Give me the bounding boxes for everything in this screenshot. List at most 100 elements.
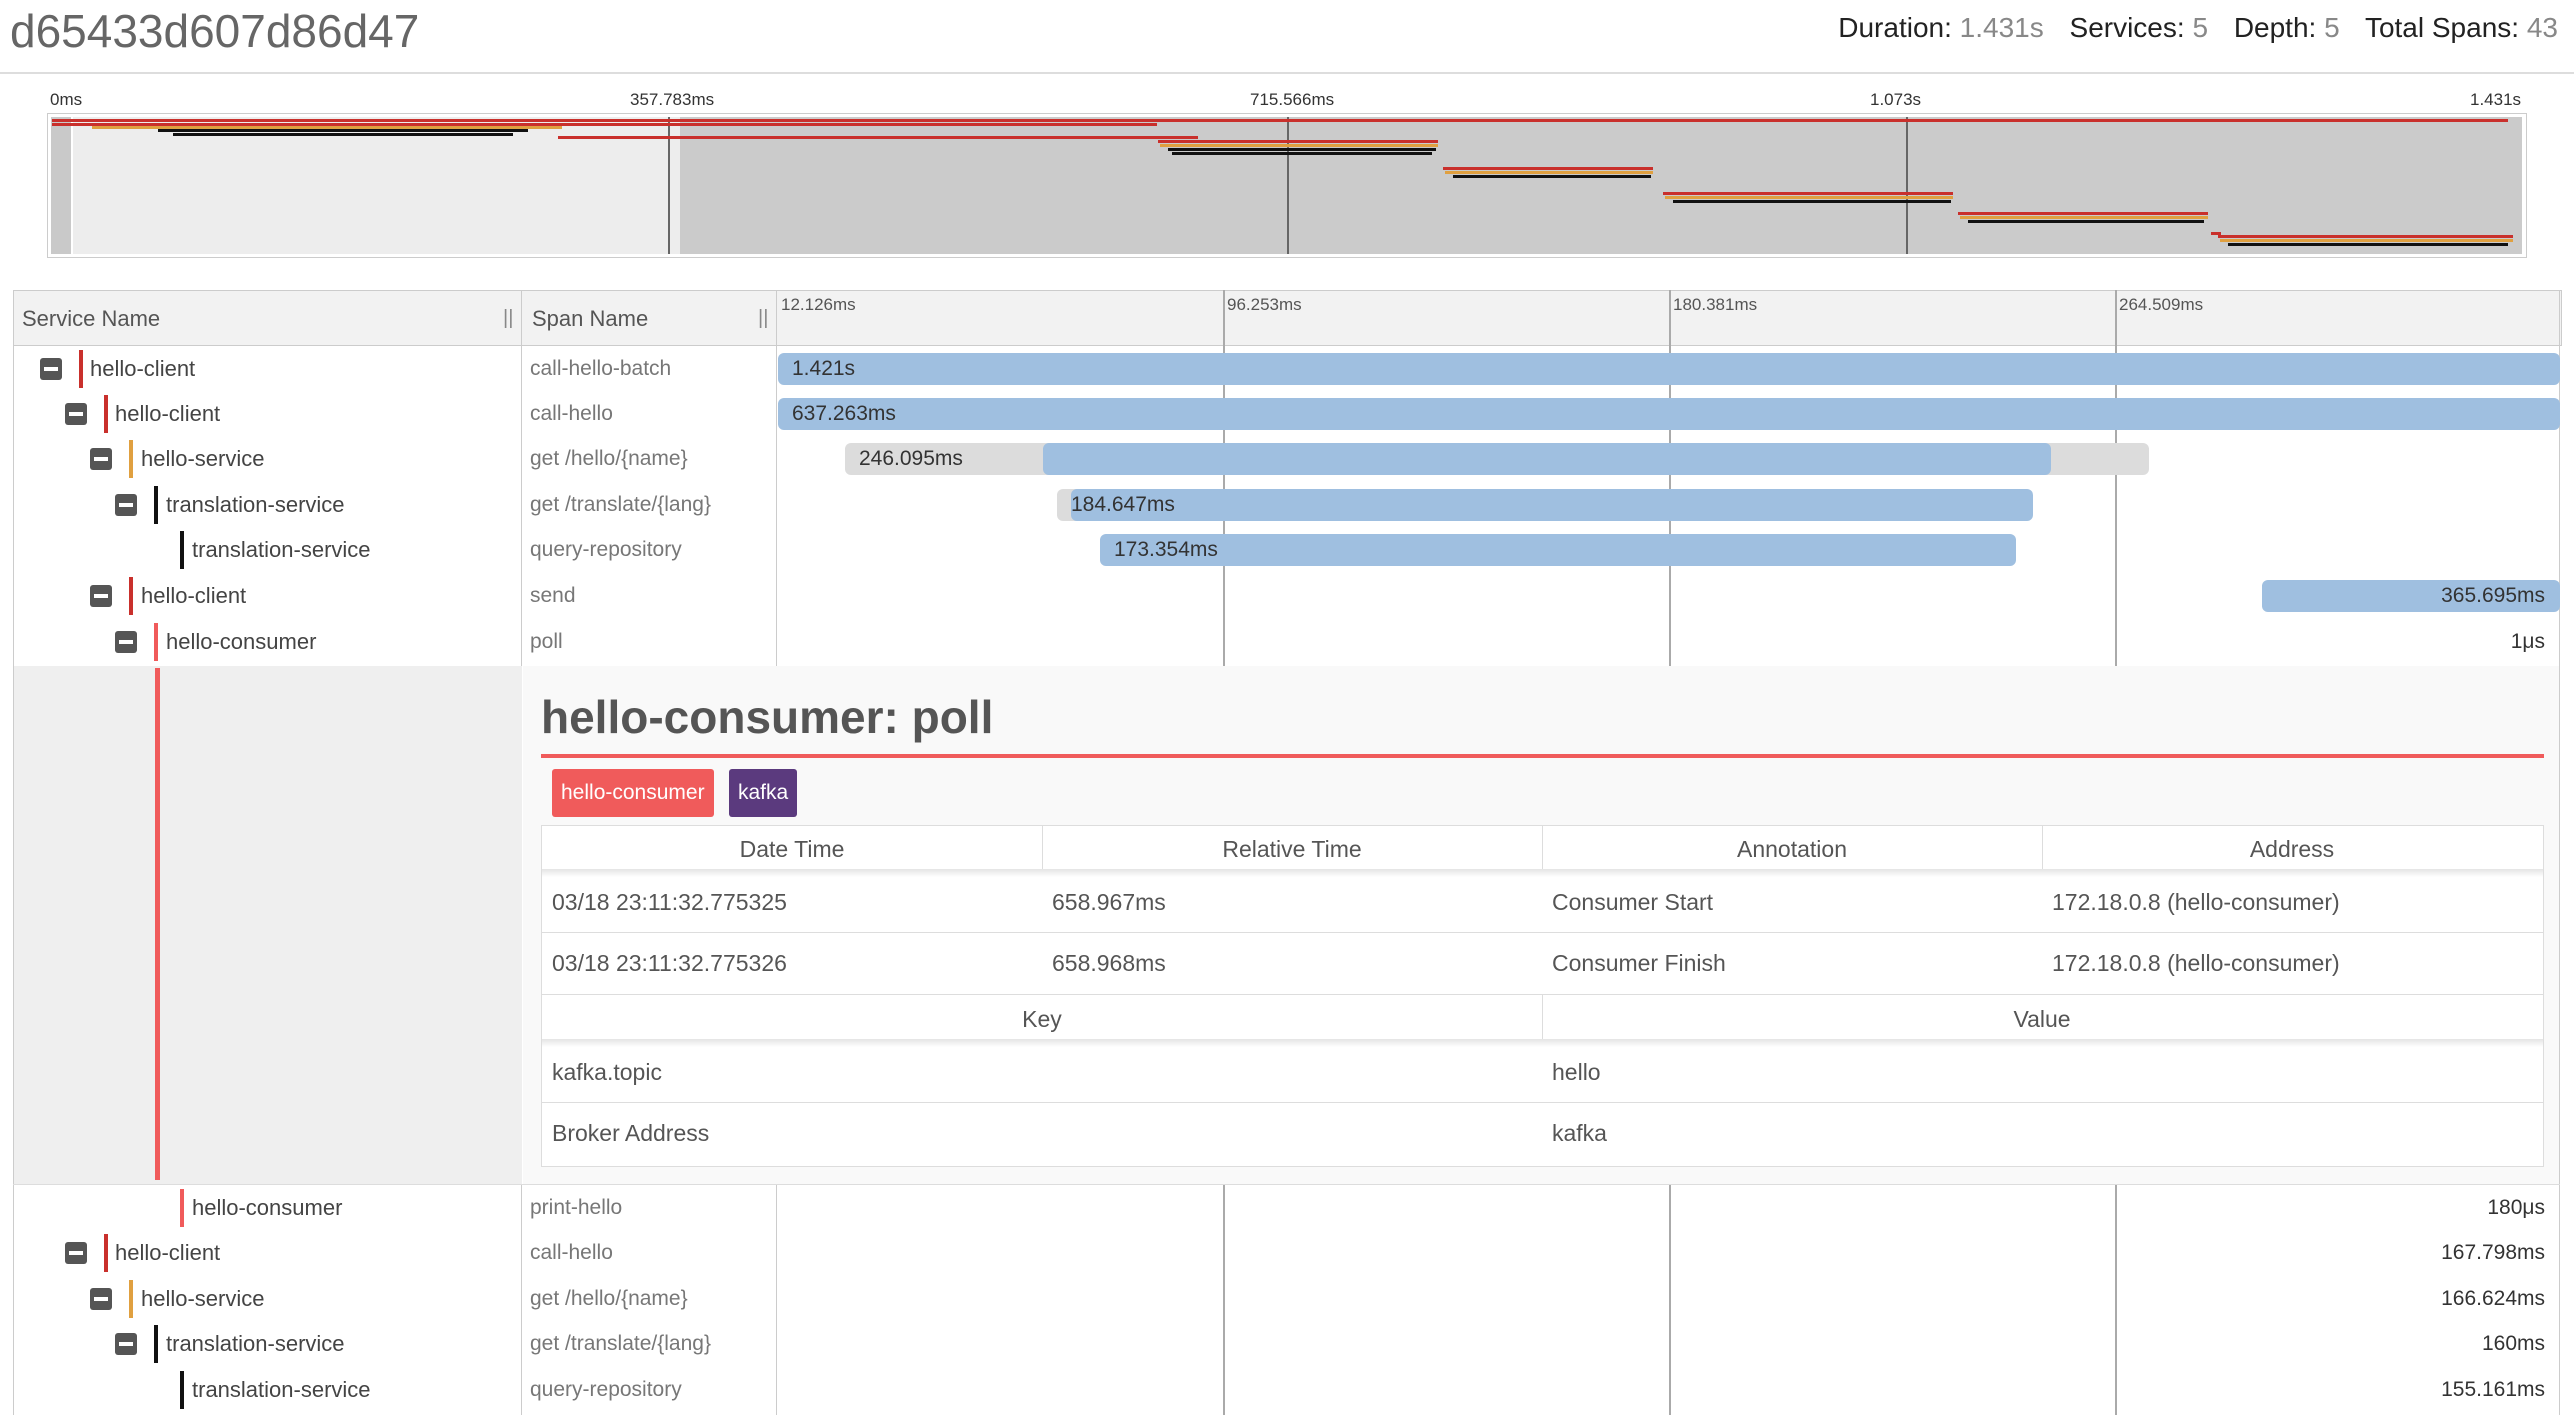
tag-key: kafka.topic bbox=[552, 1059, 662, 1085]
timeline-tick-label: 12.126ms bbox=[781, 295, 856, 314]
service-badge[interactable]: hello-consumer bbox=[552, 769, 714, 817]
span-duration: 167.798ms bbox=[2441, 1241, 2545, 1264]
span-row[interactable]: hello-service get /hello/{name} 246.095m… bbox=[13, 436, 2560, 481]
span-duration-bar[interactable] bbox=[1043, 443, 2051, 475]
collapse-toggle-icon[interactable] bbox=[90, 448, 112, 470]
column-divider bbox=[1042, 826, 1043, 869]
span-row[interactable]: translation-service get /translate/{lang… bbox=[13, 1321, 2560, 1366]
span-name: get /translate/{lang} bbox=[530, 1332, 711, 1355]
timeline-gridline bbox=[1223, 290, 1225, 666]
service-name: translation-service bbox=[166, 492, 345, 517]
span-name: get /translate/{lang} bbox=[530, 493, 711, 516]
collapse-toggle-icon[interactable] bbox=[90, 585, 112, 607]
span-row[interactable]: translation-service query-repository 173… bbox=[13, 527, 2560, 572]
span-row[interactable]: hello-service get /hello/{name} 166.624m… bbox=[13, 1276, 2560, 1321]
span-duration: 1μs bbox=[2510, 630, 2545, 653]
service-name: translation-service bbox=[192, 537, 371, 562]
collapse-toggle-icon[interactable] bbox=[115, 631, 137, 653]
collapse-toggle-icon[interactable] bbox=[65, 1242, 87, 1264]
service-name: hello-client bbox=[141, 583, 247, 608]
collapse-toggle-icon[interactable] bbox=[90, 1288, 112, 1310]
minimap-span bbox=[1443, 167, 1653, 170]
row-divider bbox=[542, 932, 2543, 933]
minimap-span bbox=[158, 129, 528, 132]
span-detail-title: hello-consumer: poll bbox=[541, 691, 994, 743]
service-color-bar bbox=[154, 1325, 158, 1363]
column-divider bbox=[1542, 995, 1543, 1039]
service-color-bar bbox=[129, 1280, 133, 1318]
service-name: hello-service bbox=[141, 446, 265, 471]
span-duration: 166.624ms bbox=[2441, 1287, 2545, 1310]
service-color-line bbox=[155, 668, 160, 1180]
span-duration-bar[interactable] bbox=[1100, 534, 2016, 566]
annotation-address: 172.18.0.8 (hello-consumer) bbox=[2052, 889, 2340, 915]
minimap-span bbox=[1958, 212, 2208, 215]
tag-value: hello bbox=[1552, 1059, 1601, 1085]
span-row[interactable]: translation-service get /translate/{lang… bbox=[13, 482, 2560, 527]
timeline-gridline bbox=[1223, 1184, 1225, 1415]
span-row[interactable]: hello-client call-hello-batch 1.421s bbox=[13, 346, 2560, 391]
minimap-span bbox=[1663, 192, 1953, 195]
minimap-span bbox=[1665, 196, 1953, 199]
minimap-tick: 715.566ms bbox=[1250, 90, 1335, 109]
detail-bottom-border bbox=[13, 1184, 2560, 1185]
minimap-span bbox=[1168, 148, 1436, 151]
span-row[interactable]: hello-client send 365.695ms bbox=[13, 573, 2560, 618]
column-divider bbox=[1542, 826, 1543, 869]
minimap-left-handle[interactable] bbox=[51, 117, 71, 254]
annotation-name: Consumer Start bbox=[1552, 889, 1714, 915]
service-color-bar bbox=[180, 531, 184, 569]
span-duration: 365.695ms bbox=[2441, 584, 2545, 607]
span-duration: 246.095ms bbox=[859, 447, 963, 470]
span-duration: 173.354ms bbox=[1114, 538, 1218, 561]
service-color-bar bbox=[154, 486, 158, 524]
span-row[interactable]: hello-client call-hello 637.263ms bbox=[13, 391, 2560, 436]
collapse-toggle-icon[interactable] bbox=[65, 403, 87, 425]
column-resize-handle[interactable]: || bbox=[758, 307, 769, 329]
table-border bbox=[13, 290, 14, 1415]
annotation-datetime: 03/18 23:11:32.775326 bbox=[552, 950, 787, 976]
service-name-header[interactable]: Service Name bbox=[22, 306, 161, 331]
service-name: hello-consumer bbox=[192, 1195, 343, 1220]
timeline-tick-label: 96.253ms bbox=[1227, 295, 1302, 314]
collapse-toggle-icon[interactable] bbox=[40, 358, 62, 380]
trace-minimap[interactable] bbox=[47, 113, 2527, 258]
span-row[interactable]: hello-client call-hello 167.798ms bbox=[13, 1230, 2560, 1275]
column-divider bbox=[776, 346, 777, 666]
minimap-span bbox=[2220, 239, 2513, 242]
timeline-gridline bbox=[2115, 290, 2117, 666]
service-badge[interactable]: kafka bbox=[729, 769, 798, 817]
depth-value: 5 bbox=[2324, 12, 2340, 43]
span-row[interactable]: hello-consumer print-hello 180μs bbox=[13, 1185, 2560, 1230]
minimap-viewport[interactable] bbox=[73, 117, 680, 254]
service-color-bar bbox=[129, 440, 133, 478]
span-duration: 160ms bbox=[2481, 1332, 2545, 1355]
span-duration: 637.263ms bbox=[792, 402, 896, 425]
minimap-span bbox=[1172, 152, 1432, 155]
span-row[interactable]: hello-consumer poll 1μs bbox=[13, 619, 2560, 664]
column-resize-handle[interactable]: || bbox=[503, 307, 514, 329]
span-row[interactable]: translation-service query-repository 155… bbox=[13, 1367, 2560, 1412]
minimap-tick: 0ms bbox=[50, 90, 83, 109]
span-duration-bar[interactable] bbox=[778, 353, 2560, 385]
span-name-header[interactable]: Span Name bbox=[532, 306, 649, 331]
minimap-span bbox=[1453, 175, 1651, 178]
timeline-header bbox=[13, 290, 2562, 346]
minimap-outside-region bbox=[680, 117, 2522, 254]
column-header: Date Time bbox=[739, 836, 845, 862]
minimap-tick: 357.783ms bbox=[630, 90, 715, 109]
annotations-table: Date Time Relative Time Annotation Addre… bbox=[541, 825, 2544, 1167]
column-divider bbox=[521, 1184, 522, 1415]
collapse-toggle-icon[interactable] bbox=[115, 494, 137, 516]
span-duration-bar[interactable] bbox=[1071, 489, 2033, 521]
span-name: get /hello/{name} bbox=[530, 447, 688, 470]
span-duration-bar[interactable] bbox=[778, 398, 2560, 430]
tag-value: kafka bbox=[1552, 1120, 1607, 1146]
column-header: Annotation bbox=[1737, 836, 1847, 862]
minimap-span bbox=[1445, 171, 1653, 174]
collapse-toggle-icon[interactable] bbox=[115, 1333, 137, 1355]
minimap-gridline bbox=[1287, 117, 1289, 254]
table-border bbox=[2559, 290, 2560, 1415]
span-duration-bar[interactable] bbox=[2262, 580, 2560, 612]
header-shadow bbox=[542, 1039, 2543, 1047]
